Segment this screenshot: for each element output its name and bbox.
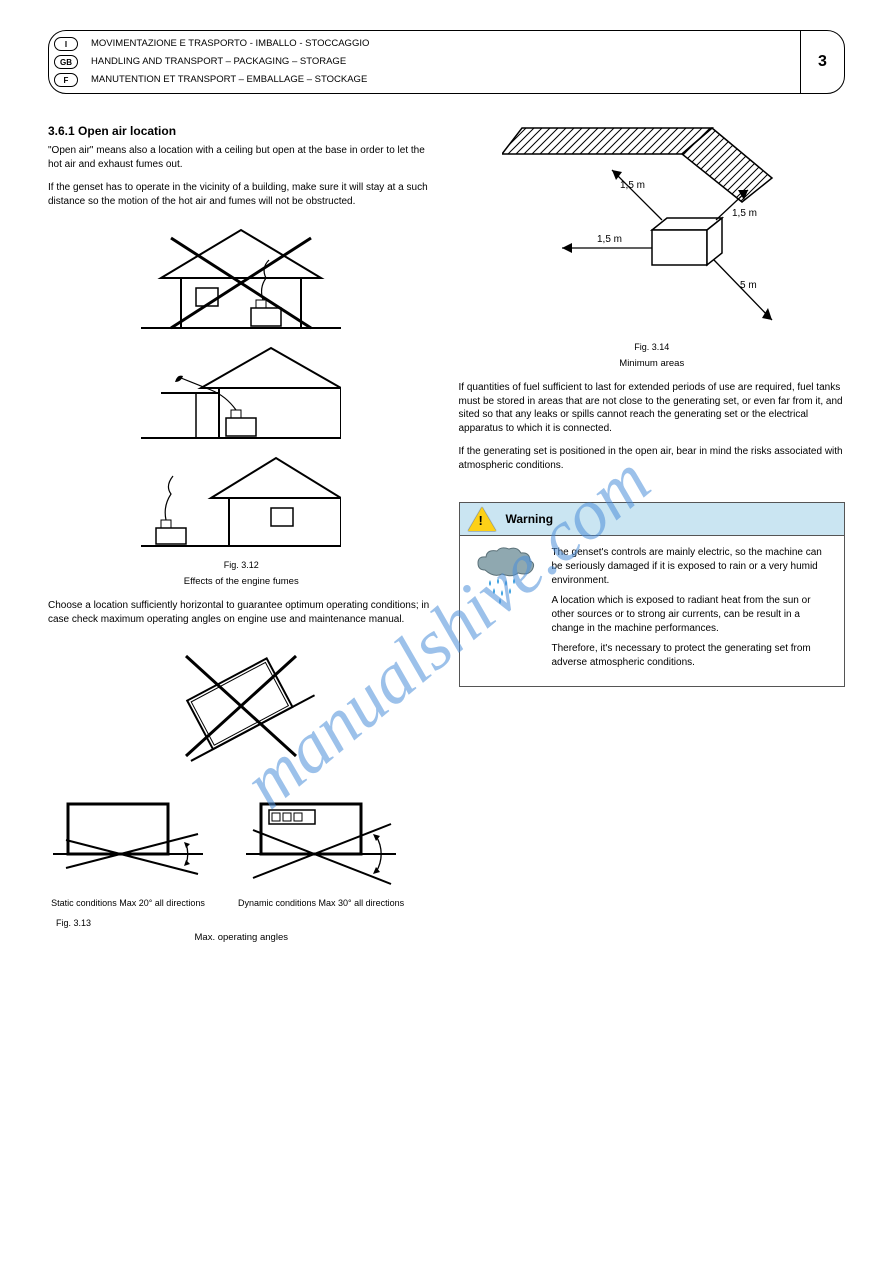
warn-line-1: The genset's controls are mainly electri…	[552, 546, 835, 588]
fig-314-caption: Minimum areas	[459, 358, 846, 369]
tilt-static-label: Static conditions Max 20° all directions	[48, 898, 208, 908]
tilt-row: Static conditions Max 20° all directions	[48, 786, 435, 908]
house-outdoor-icon	[141, 448, 341, 558]
rain-cloud-icon	[470, 546, 540, 606]
para-r1: If quantities of fuel sufficient to last…	[459, 381, 846, 435]
lang-column: I GB F	[49, 31, 83, 93]
warn-line-2: A location which is exposed to radiant h…	[552, 594, 835, 636]
fig-313a	[48, 636, 435, 776]
para-r2: If the generating set is positioned in t…	[459, 445, 846, 472]
title-en: HANDLING AND TRANSPORT – PACKAGING – STO…	[91, 56, 792, 67]
fig-312-label: Fig. 3.12	[48, 560, 435, 570]
fig-314-label: Fig. 3.14	[459, 342, 846, 352]
tilted-box-crossed-icon	[161, 636, 321, 776]
para-2: If the genset has to operate in the vici…	[48, 181, 435, 208]
page-number: 3	[800, 31, 844, 93]
section-heading: 3.6.1 Open air location	[48, 124, 435, 138]
house-indoor-icon	[141, 218, 341, 338]
tilt-dynamic-icon	[241, 786, 401, 896]
fig-312: Fig. 3.12	[48, 218, 435, 570]
house-shelter-icon	[141, 338, 341, 448]
lang-badge-i: I	[54, 37, 78, 51]
dist-front: 5 m	[740, 280, 757, 291]
dist-left: 1,5 m	[597, 234, 622, 245]
lang-badge-gb: GB	[54, 55, 78, 69]
lang-badge-f: F	[54, 73, 78, 87]
clearance-diagram-icon: 1,5 m 1,5 m 1,5 m 5 m	[502, 120, 802, 340]
title-column: MOVIMENTAZIONE E TRASPORTO - IMBALLO - S…	[83, 31, 800, 93]
header-bar: I GB F MOVIMENTAZIONE E TRASPORTO - IMBA…	[48, 30, 845, 94]
right-column: 1,5 m 1,5 m 1,5 m 5 m Fig. 3.14 Minimum …	[459, 114, 846, 955]
para-1: "Open air" means also a location with a …	[48, 144, 435, 171]
warning-header: Warning	[460, 503, 845, 536]
warning-title: Warning	[506, 512, 554, 526]
warning-box: Warning	[459, 502, 846, 687]
fig-312-caption: Effects of the engine fumes	[48, 576, 435, 587]
tilt-dynamic-label: Dynamic conditions Max 30° all direction…	[238, 898, 404, 908]
title-it: MOVIMENTAZIONE E TRASPORTO - IMBALLO - S…	[91, 38, 792, 49]
left-column: 3.6.1 Open air location "Open air" means…	[48, 114, 435, 955]
tilt-static-icon	[48, 786, 208, 896]
dist-back-right: 1,5 m	[732, 208, 757, 219]
warn-line-3: Therefore, it's necessary to protect the…	[552, 642, 835, 670]
warning-text: The genset's controls are mainly electri…	[552, 546, 835, 676]
warning-triangle-icon	[468, 507, 496, 531]
para-3: Choose a location sufficiently horizonta…	[48, 599, 435, 626]
fig-314: 1,5 m 1,5 m 1,5 m 5 m Fig. 3.14	[459, 120, 846, 352]
fig-313-label: Fig. 3.13	[56, 918, 435, 928]
fig-313-caption: Max. operating angles	[48, 932, 435, 943]
dist-back-left: 1,5 m	[620, 180, 645, 191]
title-fr: MANUTENTION ET TRANSPORT – EMBALLAGE – S…	[91, 74, 792, 85]
